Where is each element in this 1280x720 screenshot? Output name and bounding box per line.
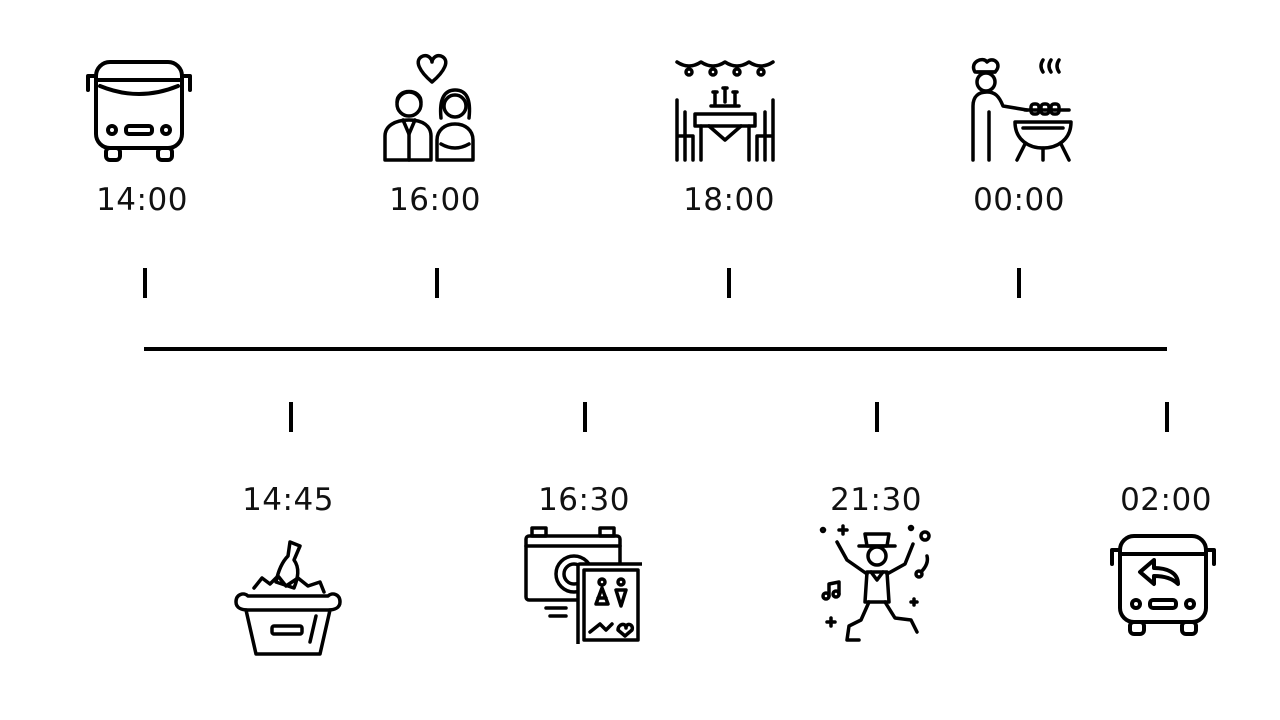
event-tick (1017, 268, 1021, 298)
event-time-label: 00:00 (973, 182, 1065, 218)
bus-return-icon (1106, 526, 1226, 646)
event-time-label: 02:00 (1120, 482, 1212, 518)
event-time-label: 21:30 (830, 482, 922, 518)
bus-icon (82, 52, 202, 172)
event-tick (289, 402, 293, 432)
dinner-table-icon (669, 52, 789, 172)
event-time-label: 16:00 (389, 182, 481, 218)
event-time-label: 14:45 (242, 482, 334, 518)
timeline-axis (144, 347, 1167, 351)
event-tick (1165, 402, 1169, 432)
dancer-icon (817, 524, 937, 644)
event-tick (875, 402, 879, 432)
couple-heart-icon (375, 52, 495, 172)
event-time-label: 16:30 (538, 482, 630, 518)
camera-photo-icon (522, 524, 642, 644)
champagne-bucket-icon (228, 538, 348, 658)
event-tick (727, 268, 731, 298)
event-time-label: 18:00 (683, 182, 775, 218)
chef-grill-icon (959, 52, 1079, 172)
event-time-label: 14:00 (96, 182, 188, 218)
event-tick (435, 268, 439, 298)
event-tick (583, 402, 587, 432)
event-tick (143, 268, 147, 298)
